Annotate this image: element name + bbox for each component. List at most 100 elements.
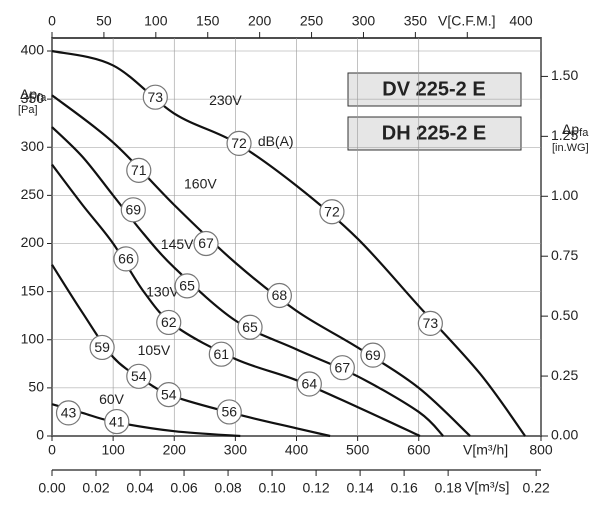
sound-level-label: 69 [365,347,381,363]
y-tick-label: 0 [36,427,44,443]
sound-level-marker [120,197,146,223]
y2-tick-label: 0.50 [551,307,578,323]
sound-level-label: 67 [198,235,214,251]
sound-level-marker [266,282,292,309]
sound-level-label: 67 [335,359,351,375]
y-tick-label: 250 [21,186,45,202]
sound-level-marker [193,230,219,257]
sound-level-label: 73 [423,315,439,331]
x3-axis-label: V[m³/s] [465,479,509,495]
sound-level-label: 62 [161,314,177,330]
sound-level-label: 65 [179,278,195,294]
y2-axis-label: Δpfa [562,121,589,139]
y2-label-sub: fa [579,127,589,139]
x-tick-label: 600 [407,442,431,458]
sound-level-marker [156,382,182,408]
voltage-label: 130V [146,283,179,299]
sound-level-marker [226,130,252,156]
sound-level-label: 59 [94,339,110,355]
sound-level-marker [208,341,234,367]
x3-tick-label: 0.10 [258,480,285,496]
model-label: DH 225-2 E [382,122,487,144]
x2-tick-label: 250 [300,13,324,29]
x-axis-label: V[m³/h] [463,442,508,458]
y-axis-label: Δpfa [20,86,47,104]
x-tick-label: 400 [285,442,309,458]
x2-tick-label: 150 [196,13,220,29]
sound-level-label: 54 [131,368,147,384]
x2-tick-label: 50 [96,13,112,29]
y-tick-label: 300 [21,138,45,154]
fan-curve [51,264,331,438]
unit-note: dB(A) [258,133,294,149]
y-tick-label: 150 [21,282,45,298]
y2-tick-label: 1.25 [551,127,578,143]
voltage-label: 160V [184,175,217,191]
y-axis-unit: [Pa] [18,104,38,116]
sound-level-label: 66 [118,251,134,267]
sound-level-label: 64 [302,376,318,392]
x2-tick-label: 350 [404,13,428,29]
y-tick-label: 50 [28,379,44,395]
sound-level-label: 43 [61,405,77,421]
model-label: DV 225-2 E [382,78,485,100]
x-tick-label: 0 [48,442,56,458]
x3-tick-label: 0.00 [38,480,65,496]
sound-level-marker [329,355,355,381]
x-tick-label: 100 [101,442,125,458]
fan-curve [51,126,444,437]
sound-level-marker [174,273,200,299]
x2-tick-label: 0 [48,13,56,29]
x2-tick-label: 400 [509,13,533,29]
sound-level-marker [296,371,322,397]
sound-level-marker [216,399,242,425]
y2-tick-label: 0.25 [551,367,578,383]
x3-tick-label: 0.14 [346,480,373,496]
y-tick-label: 200 [21,234,45,250]
fan-curve [51,94,471,437]
x3-tick-label: 0.16 [390,480,417,496]
x-tick-label: 300 [224,442,248,458]
x2-tick-label: 100 [144,13,168,29]
sound-level-marker [319,199,345,225]
y-tick-label: 400 [21,42,45,58]
y2-tick-label: 1.50 [551,67,578,83]
sound-level-label: 73 [148,89,164,105]
sound-level-label: 61 [214,346,230,362]
y2-tick-label: 0.00 [551,427,578,443]
x2-axis-label: V[C.F.M.] [438,13,496,29]
x3-tick-label: 0.12 [302,480,329,496]
voltage-label: 60V [99,391,125,407]
sound-level-marker [237,314,263,340]
x2-tick-label: 200 [248,13,272,29]
sound-level-label: 54 [161,386,177,402]
x-tick-label: 500 [346,442,370,458]
sound-level-label: 65 [242,319,258,335]
y2-label-main: Δp [562,121,579,137]
voltage-label: 105V [138,342,171,358]
y2-axis-unit: [in.WG] [552,142,589,154]
voltage-label: 145V [161,236,194,252]
x3-tick-label: 0.06 [170,480,197,496]
sound-level-marker [417,310,443,336]
x3-tick-label: 0.04 [126,480,153,496]
sound-level-label: 72 [324,203,340,219]
sound-level-label: 41 [109,413,125,429]
sound-level-label: 71 [131,162,147,178]
y-tick-label: 100 [21,330,45,346]
x3-tick-label: 0.02 [82,480,109,496]
sound-level-label: 72 [231,135,247,151]
sound-level-marker [126,363,152,389]
x3-tick-label: 0.18 [435,480,462,496]
sound-level-marker [104,408,130,435]
sound-level-marker [89,334,115,361]
y2-tick-label: 1.00 [551,187,578,203]
x3-tick-label: 0.22 [523,480,550,496]
sound-level-label: 56 [221,404,237,420]
y-tick-label: 350 [21,90,45,106]
fan-curve [51,163,421,437]
y-label-sub: fa [37,92,47,104]
x2-tick-label: 300 [352,13,376,29]
sound-level-marker [126,157,152,183]
